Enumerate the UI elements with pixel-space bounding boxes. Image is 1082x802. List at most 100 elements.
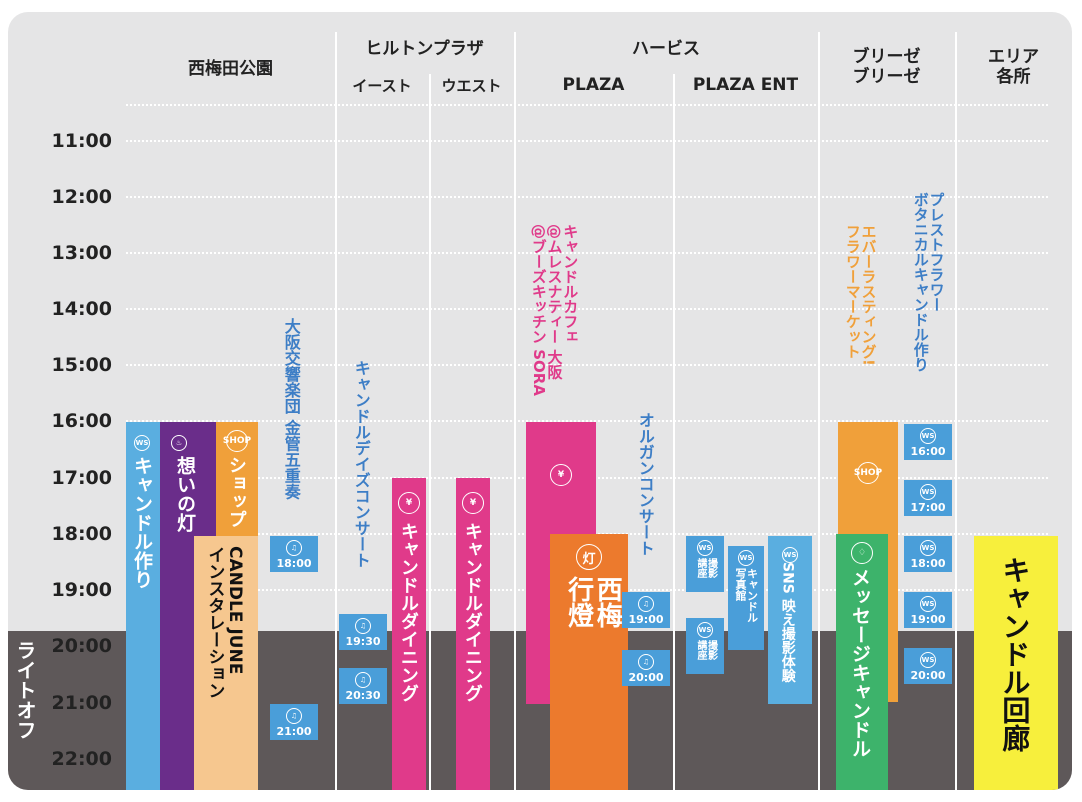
ws-icon: WS: [697, 622, 713, 638]
header-rule: [126, 104, 1048, 106]
header-hilton-west: ウエスト: [441, 77, 502, 95]
ws-icon: WS: [782, 547, 798, 563]
event-candle-make[interactable]: WS キャンドル作り: [126, 422, 160, 790]
header-nishiumeda: 西梅田公園: [188, 59, 273, 79]
grid-line: [126, 420, 1048, 422]
event-title: 撮影 講座: [695, 640, 717, 660]
badge-ws-1600[interactable]: WS 16:00: [904, 424, 952, 460]
header-area: エリア 各所: [988, 47, 1039, 87]
ws-icon: WS: [920, 483, 936, 500]
event-candle-cafe: キャンドルカフェ @ムレスナティー 大阪 @ブーズキッチン SORA: [529, 224, 580, 396]
event-preserved-flower: プレストフラワー ボタニカルキャンドル作り: [911, 192, 946, 372]
event-candle-shashinkan[interactable]: WS キャンドル 写真館: [728, 546, 764, 650]
grid-line: [126, 140, 1048, 142]
time-label: 21:00: [51, 692, 112, 714]
candle-icon: ♢: [851, 542, 873, 564]
shop-icon: SHOP: [854, 462, 882, 484]
dining-icon: ¥: [550, 464, 572, 486]
event-title: キャンドル回廊: [998, 556, 1032, 752]
time-label: 13:00: [51, 242, 112, 264]
shop-icon: SHOP: [223, 430, 251, 452]
badge-ws-1800[interactable]: WS 18:00: [904, 536, 952, 572]
music-icon: ♫: [355, 671, 371, 688]
column-divider: [514, 32, 516, 790]
music-icon: ♫: [638, 595, 654, 612]
badge-ws-1900[interactable]: WS 19:00: [904, 592, 952, 628]
event-title: ショップ: [225, 456, 247, 528]
event-candle-june[interactable]: CANDLE JUNE インスタレーション: [194, 536, 258, 790]
event-shop[interactable]: SHOP ショップ: [216, 422, 258, 536]
music-icon: ♫: [355, 617, 371, 634]
event-kouza-2[interactable]: WS 撮影 講座: [686, 618, 724, 674]
event-title: SNS 映え撮影体験: [779, 562, 796, 683]
ws-icon: WS: [920, 539, 936, 556]
event-title: メッセージキャンドル: [848, 568, 871, 758]
time-label: 12:00: [51, 186, 112, 208]
time-label: 22:00: [51, 748, 112, 770]
grid-line: [126, 196, 1048, 198]
music-icon: ♫: [286, 539, 302, 556]
time-label: 17:00: [51, 467, 112, 489]
header-breeze: ブリーゼ ブリーゼ: [852, 47, 921, 87]
column-divider: [335, 32, 337, 790]
column-divider: [429, 74, 431, 790]
badge-music-2000[interactable]: ♫ 20:00: [622, 650, 670, 686]
ws-icon: WS: [920, 651, 936, 668]
event-everlasting: エバーラスティング! フラワーマーケット: [843, 224, 878, 366]
time-label: 19:00: [51, 579, 112, 601]
event-kouza-1[interactable]: WS 撮影 講座: [686, 536, 724, 592]
grid-line: [126, 252, 1048, 254]
event-title: キャンドル作り: [130, 456, 153, 589]
event-title: 西梅 行燈: [563, 576, 623, 628]
event-title: 想いの灯: [173, 456, 196, 532]
time-label: 14:00: [51, 298, 112, 320]
dining-icon: ¥: [462, 492, 484, 514]
event-title: キャンドル 写真館: [734, 568, 759, 623]
ws-icon: WS: [134, 435, 150, 451]
column-divider: [818, 32, 820, 790]
badge-music-2030[interactable]: ♫ 20:30: [339, 668, 387, 704]
badge-ws-1700[interactable]: WS 17:00: [904, 480, 952, 516]
lantern-icon: 灯: [576, 544, 602, 570]
grid-line: [126, 308, 1048, 310]
music-icon: ♫: [638, 653, 654, 670]
time-label: 18:00: [51, 523, 112, 545]
column-divider: [955, 32, 957, 790]
column-divider: [673, 74, 675, 790]
ws-icon: WS: [920, 427, 936, 444]
header-herbis: ハービス: [632, 39, 700, 59]
ws-icon: WS: [920, 595, 936, 612]
event-message-candle[interactable]: ♢ メッセージキャンドル: [836, 534, 888, 790]
dining-icon: ¥: [398, 492, 420, 514]
event-osaka-brass: 大阪交響楽団 金管五重奏: [281, 318, 301, 500]
schedule-panel: 西梅田公園 ヒルトンプラザ イースト ウエスト ハービス PLAZA PLAZA…: [8, 12, 1072, 790]
header-hilton-east: イースト: [352, 77, 412, 95]
badge-music-1930[interactable]: ♫ 19:30: [339, 614, 387, 650]
time-label: 15:00: [51, 354, 112, 376]
event-candle-dining-east[interactable]: ¥ キャンドルダイニング: [392, 478, 426, 790]
grid-line: [126, 364, 1048, 366]
time-label: 16:00: [51, 410, 112, 432]
header-herbis-plaza: PLAZA: [562, 75, 625, 95]
time-label: 20:00: [51, 635, 112, 657]
event-candle-kairou[interactable]: キャンドル回廊: [974, 536, 1058, 790]
event-title: キャンドルダイニング: [461, 522, 483, 702]
event-title: CANDLE JUNE インスタレーション: [204, 546, 245, 699]
event-title: 撮影 講座: [695, 558, 717, 578]
badge-ws-2000[interactable]: WS 20:00: [904, 648, 952, 684]
event-organ-concert: オルガンコンサート: [635, 412, 655, 556]
event-candle-dining-west[interactable]: ¥ キャンドルダイニング: [456, 478, 490, 790]
badge-music-2100[interactable]: ♫ 21:00: [270, 704, 318, 740]
header-herbis-plaza-ent: PLAZA ENT: [692, 75, 799, 95]
badge-music-1800[interactable]: ♫ 18:00: [270, 536, 318, 572]
cup-icon: ♨: [171, 435, 187, 451]
lightoff-label: ライトオフ: [13, 640, 37, 740]
time-label: 11:00: [51, 130, 112, 152]
header-hilton: ヒルトンプラザ: [365, 39, 484, 59]
event-nishiume-andon[interactable]: 灯 西梅 行燈: [550, 534, 628, 790]
ws-icon: WS: [738, 550, 754, 566]
music-icon: ♫: [286, 707, 302, 724]
badge-music-1900[interactable]: ♫ 19:00: [622, 592, 670, 628]
event-sns-satsuei[interactable]: WS SNS 映え撮影体験: [768, 536, 812, 704]
